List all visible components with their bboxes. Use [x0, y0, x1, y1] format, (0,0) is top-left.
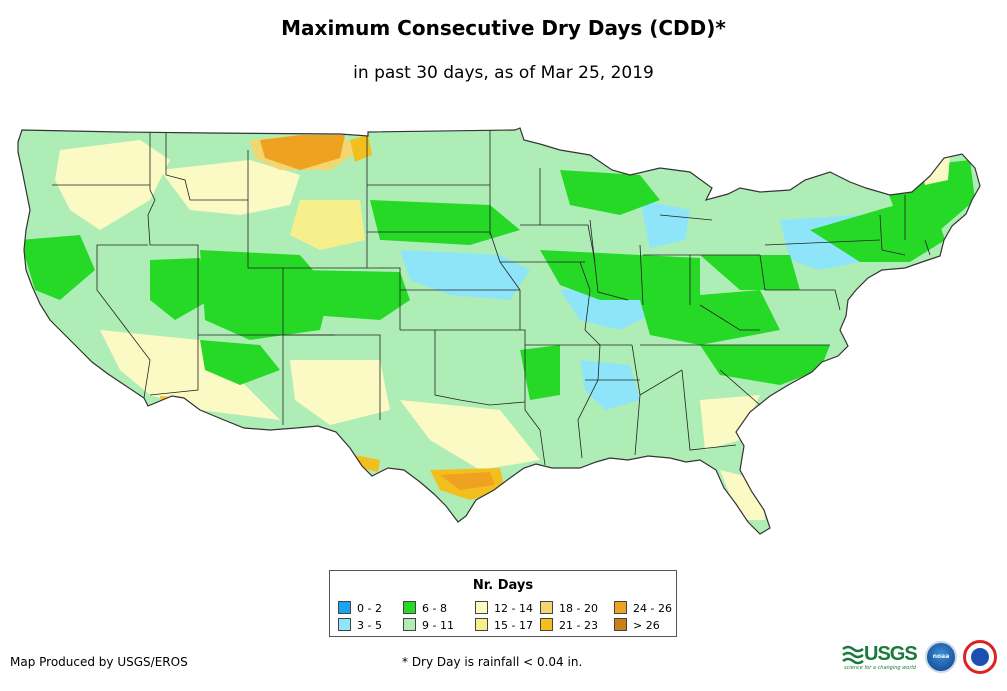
- cdd-zone: [440, 472, 495, 490]
- cdd-zone: [290, 360, 390, 425]
- legend-item: 12 - 14: [475, 601, 533, 616]
- cdd-zone: [520, 345, 560, 400]
- cdd-zone: [300, 270, 410, 320]
- legend-swatch: [614, 618, 627, 631]
- state-borders: [52, 130, 931, 466]
- cdd-zone: [20, 235, 95, 300]
- legend: Nr. Days 0 - 2 6 - 8 12 - 14 18 - 20 24 - 26…: [329, 570, 677, 637]
- cdd-zone: [640, 290, 780, 345]
- cdd-zone: [640, 200, 690, 248]
- nws-logo: [963, 640, 997, 674]
- usgs-wave-icon: [842, 645, 864, 665]
- legend-label: 15 - 17: [494, 619, 533, 632]
- legend-swatch: [475, 618, 488, 631]
- cdd-zone: [700, 255, 800, 290]
- cdd-zone: [700, 345, 830, 385]
- nws-emblem: [971, 648, 989, 666]
- legend-label: 0 - 2: [357, 602, 382, 615]
- legend-label: 3 - 5: [357, 619, 382, 632]
- legend-label: 12 - 14: [494, 602, 533, 615]
- cdd-zone: [350, 135, 372, 162]
- legend-swatch: [338, 601, 351, 614]
- legend-item: 3 - 5: [338, 618, 382, 633]
- legend-label: 24 - 26: [633, 602, 672, 615]
- usgs-tagline: science for a changing world: [844, 665, 916, 671]
- legend-item: 6 - 8: [403, 601, 447, 616]
- cdd-zone: [160, 160, 300, 215]
- legend-swatch: [403, 618, 416, 631]
- legend-item: 24 - 26: [614, 601, 672, 616]
- cdd-zone: [720, 470, 765, 520]
- usgs-wordmark: USGS: [864, 643, 918, 665]
- usgs-logo: USGS science for a changing world: [842, 643, 920, 671]
- cdd-zone: [260, 135, 345, 170]
- cdd-zone: [150, 258, 210, 320]
- legend-title: Nr. Days: [472, 578, 534, 593]
- legend-swatch: [614, 601, 627, 614]
- legend-swatch: [540, 601, 553, 614]
- legend-item: 21 - 23: [540, 618, 598, 633]
- cdd-zones: [20, 135, 975, 520]
- cdd-zone: [700, 395, 760, 450]
- legend-label: 21 - 23: [559, 619, 598, 632]
- cdd-zone: [370, 200, 520, 245]
- legend-item: 9 - 11: [403, 618, 454, 633]
- cdd-zone: [200, 250, 330, 340]
- legend-label: > 26: [633, 619, 660, 632]
- legend-swatch: [475, 601, 488, 614]
- dry-day-footnote: * Dry Day is rainfall < 0.04 in.: [402, 655, 583, 669]
- legend-swatch: [338, 618, 351, 631]
- cdd-zone: [560, 170, 660, 215]
- map-subtitle: in past 30 days, as of Mar 25, 2019: [353, 63, 654, 83]
- legend-item: 0 - 2: [338, 601, 382, 616]
- cdd-zone: [290, 200, 365, 250]
- cdd-zone: [100, 330, 280, 420]
- noaa-logo: noaa: [925, 641, 957, 673]
- map-credit: Map Produced by USGS/EROS: [10, 655, 188, 669]
- cdd-zone: [640, 255, 700, 300]
- legend-item: 15 - 17: [475, 618, 533, 633]
- legend-label: 18 - 20: [559, 602, 598, 615]
- legend-swatch: [540, 618, 553, 631]
- cdd-zone: [540, 250, 660, 300]
- noaa-wordmark: noaa: [932, 653, 950, 660]
- legend-item: 18 - 20: [540, 601, 598, 616]
- cdd-zone: [400, 400, 540, 470]
- cdd-zone: [580, 360, 640, 410]
- cdd-zone: [400, 250, 530, 300]
- legend-label: 9 - 11: [422, 619, 454, 632]
- legend-label: 6 - 8: [422, 602, 447, 615]
- legend-swatch: [403, 601, 416, 614]
- cdd-zone: [200, 340, 280, 385]
- legend-item: > 26: [614, 618, 660, 633]
- map-title: Maximum Consecutive Dry Days (CDD)*: [281, 16, 726, 40]
